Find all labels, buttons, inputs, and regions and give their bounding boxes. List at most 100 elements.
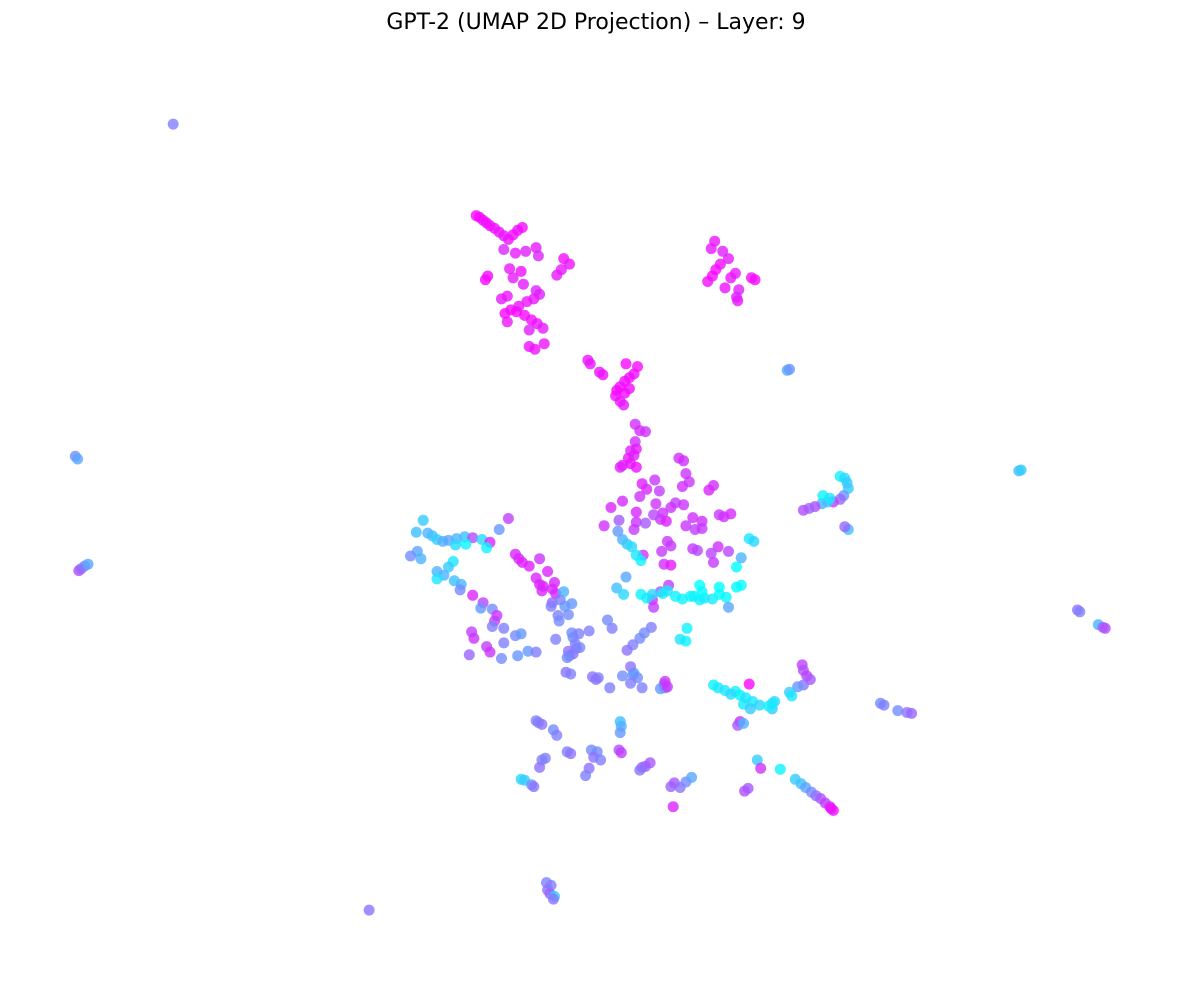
scatter-point (708, 556, 719, 568)
scatter-point (499, 308, 511, 319)
scatter-point (475, 602, 487, 614)
scatter-point (625, 677, 637, 689)
scatter-point (906, 707, 918, 719)
chart-title: GPT-2 (UMAP 2D Projection) – Layer: 9 (386, 10, 806, 35)
scatter-point (748, 535, 760, 547)
scatter-point (530, 242, 542, 254)
scatter-point (618, 399, 630, 411)
scatter-point (687, 512, 699, 524)
scatter-point (545, 600, 557, 612)
scatter-point (443, 561, 454, 573)
scatter-point (363, 904, 375, 916)
scatter-point (691, 545, 703, 556)
scatter-point (530, 572, 542, 584)
scatter-point (678, 455, 690, 467)
scatter-point (530, 646, 542, 658)
scatter-point (735, 579, 747, 591)
scatter-point (512, 650, 524, 662)
scatter-point (547, 893, 559, 905)
scatter-point (630, 461, 642, 473)
scatter-point (573, 628, 585, 640)
scatter-point (723, 601, 734, 613)
scatter-point (454, 584, 466, 596)
scatter-point (523, 341, 535, 352)
scatter-point (606, 622, 618, 634)
scatter-point (602, 614, 613, 626)
scatter-point (82, 558, 94, 570)
scatter-point (507, 272, 519, 284)
scatter-point (725, 688, 737, 700)
scatter-point (522, 645, 534, 657)
scatter-point (685, 590, 696, 602)
scatter-point (534, 761, 546, 773)
scatter-point (481, 542, 493, 554)
scatter-point (468, 632, 480, 644)
scatter-point (797, 504, 809, 516)
scatter-point (496, 653, 507, 664)
scatter-point (712, 541, 724, 553)
scatter-point (657, 507, 669, 519)
scatter-point (565, 668, 577, 680)
scatter-point (824, 492, 836, 504)
scatter-point (792, 681, 804, 693)
scatter-point (743, 678, 755, 690)
scatter-point (735, 552, 747, 564)
scatter-point (680, 520, 692, 532)
scatter-point (534, 553, 546, 565)
scatter-point (549, 577, 560, 588)
scatter-point (501, 316, 513, 328)
scatter-point (570, 642, 582, 654)
scatter-point (467, 532, 479, 544)
scatter-point (732, 295, 744, 307)
scatter-point (604, 682, 616, 694)
scatter-point (878, 699, 890, 711)
scatter-point (725, 272, 737, 284)
scatter-point (463, 649, 475, 661)
scatter-point (656, 545, 668, 557)
scatter-point (479, 274, 491, 286)
scatter-point (562, 609, 574, 621)
scatter-point (417, 514, 429, 526)
scatter-point (634, 491, 646, 502)
scatter-point (696, 523, 708, 534)
scatter-point (725, 508, 737, 520)
scatter-point (786, 690, 798, 702)
scatter-point (774, 763, 786, 775)
scatter-point (636, 682, 648, 694)
scatter-point (784, 363, 795, 375)
scatter-point (742, 782, 754, 794)
scatter-point (667, 801, 679, 813)
scatter-point (628, 524, 640, 535)
scatter-point (528, 781, 540, 793)
scatter-point (648, 601, 660, 613)
scatter-point (498, 637, 510, 649)
scatter-point (653, 485, 665, 497)
scatter-point (751, 754, 763, 766)
scatter-point (498, 244, 510, 255)
scatter-point (839, 521, 851, 533)
scatter-point (744, 703, 756, 715)
scatter-point (702, 276, 714, 287)
scatter-point (678, 499, 690, 511)
scatter-point (536, 718, 548, 730)
scatter-point (553, 615, 565, 627)
scatter-point (620, 571, 632, 583)
scatter-point (665, 559, 677, 571)
scatter-point (536, 585, 548, 597)
scatter-point (615, 747, 627, 759)
scatter-point (694, 579, 706, 591)
scatter-point (620, 358, 632, 370)
scatter-point (611, 582, 623, 594)
scatter-point (493, 524, 505, 535)
scatter-point (515, 628, 527, 640)
scatter-point (646, 588, 658, 600)
scatter-point (561, 652, 573, 664)
data-points (69, 118, 1111, 916)
scatter-point (460, 538, 472, 550)
scatter-point (584, 358, 596, 370)
scatter-point (605, 502, 617, 513)
scatter-point (686, 771, 698, 783)
scatter-point (635, 555, 647, 567)
scatter-point (598, 520, 610, 532)
